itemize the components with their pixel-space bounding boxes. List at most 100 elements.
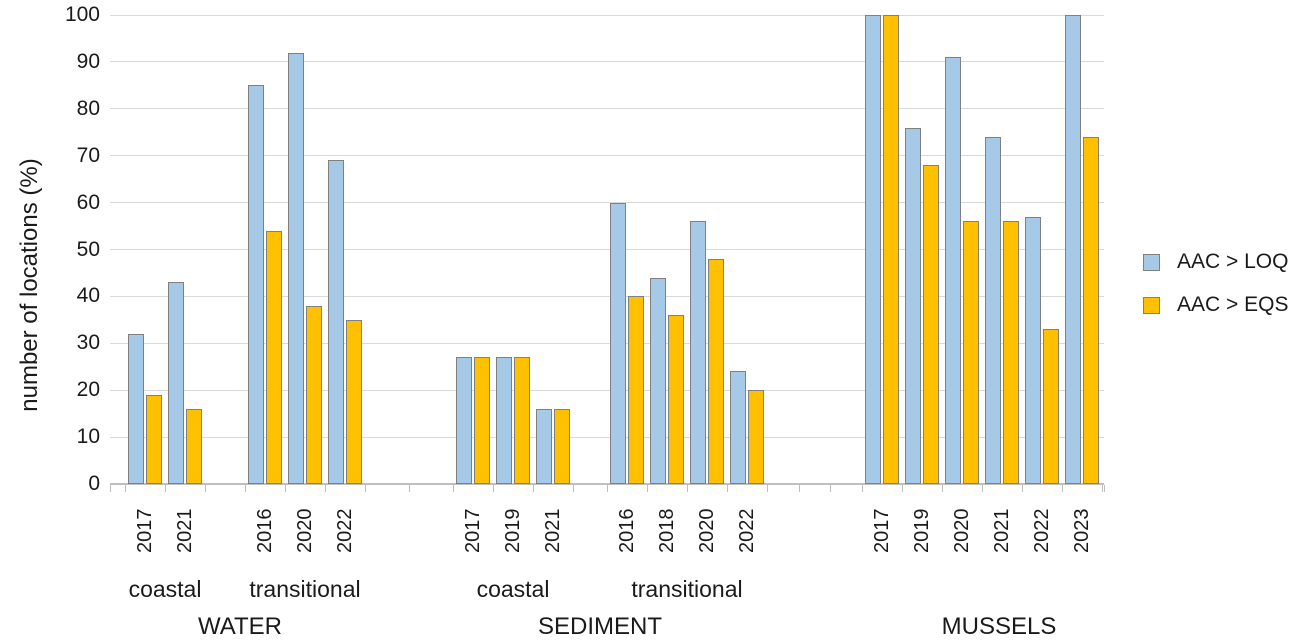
bar-sediment-transitional-2020-aac-eqs — [708, 258, 724, 484]
bar-mussels-2019-aac-loq — [905, 127, 921, 484]
bar-sediment-transitional-2016-aac-eqs — [628, 296, 644, 484]
x-axis-tick — [1062, 485, 1063, 492]
bar-water-transitional-2022-aac-loq — [328, 160, 344, 484]
bar-mussels-2021-aac-loq — [985, 136, 1001, 484]
x-axis-year-label: 2016 — [616, 508, 638, 554]
x-axis-tick — [862, 485, 863, 492]
bar-water-coastal-2017-aac-eqs — [146, 394, 162, 484]
bar-water-transitional-2016-aac-loq — [248, 85, 264, 484]
x-axis-year-label: 2021 — [542, 508, 564, 554]
bar-water-transitional-2022-aac-eqs — [346, 319, 362, 484]
x-axis-year-label: 2021 — [991, 508, 1013, 554]
x-axis-tick — [767, 485, 768, 492]
gridline — [110, 389, 1104, 391]
x-axis-year-label: 2018 — [656, 508, 678, 554]
x-axis-tick — [647, 485, 648, 492]
y-axis-tick-label: 0 — [88, 472, 100, 495]
bar-water-coastal-2021-aac-eqs — [186, 408, 202, 484]
bar-sediment-coastal-2021-aac-loq — [536, 408, 552, 484]
x-axis-year-label: 2022 — [1031, 508, 1053, 554]
x-axis-tick — [125, 485, 126, 492]
x-axis-tick — [982, 485, 983, 492]
subgroup-label-transitional: transitional — [249, 576, 361, 602]
bar-sediment-coastal-2017-aac-eqs — [474, 357, 490, 484]
legend-item-aac-loq: AAC > LOQ — [1143, 250, 1288, 274]
gridline — [110, 436, 1104, 438]
x-axis-tick — [830, 485, 831, 492]
x-axis-tick — [942, 485, 943, 492]
bar-mussels-2017-aac-loq — [865, 15, 881, 484]
section-label-mussels: MUSSELS — [941, 613, 1057, 640]
x-axis-year-label: 2017 — [134, 508, 156, 554]
bar-mussels-2021-aac-eqs — [1003, 221, 1019, 484]
bar-water-coastal-2017-aac-loq — [128, 333, 144, 484]
subgroup-label-coastal: coastal — [476, 576, 550, 602]
x-axis-tick — [1022, 485, 1023, 492]
x-axis-tick — [493, 485, 494, 492]
x-axis-year-label: 2023 — [1071, 508, 1093, 554]
y-axis-tick-label: 80 — [76, 96, 100, 120]
x-axis-tick — [165, 485, 166, 492]
x-axis-year-label: 2021 — [174, 508, 196, 554]
x-axis-year-label: 2020 — [951, 508, 973, 554]
legend-swatch-loq-icon — [1143, 253, 1160, 271]
x-axis-year-label: 2017 — [462, 508, 484, 554]
gridline — [110, 295, 1104, 297]
bar-sediment-transitional-2018-aac-loq — [650, 277, 666, 484]
x-axis-tick — [1104, 485, 1105, 492]
subgroup-label-coastal: coastal — [128, 576, 202, 602]
x-axis-year-label: 2016 — [254, 508, 276, 554]
x-axis-tick — [325, 485, 326, 492]
x-axis-tick — [687, 485, 688, 492]
x-axis-tick — [205, 485, 206, 492]
y-axis-tick-label: 90 — [76, 49, 100, 73]
y-axis-tick-label: 40 — [76, 284, 100, 308]
gridline — [110, 155, 1104, 157]
bar-sediment-transitional-2018-aac-eqs — [668, 315, 684, 484]
x-axis-tick — [285, 485, 286, 492]
bar-sediment-transitional-2022-aac-eqs — [748, 390, 764, 484]
bar-sediment-coastal-2017-aac-loq — [456, 357, 472, 484]
x-axis-tick — [533, 485, 534, 492]
bar-water-transitional-2020-aac-loq — [288, 52, 304, 484]
x-axis-tick — [245, 485, 246, 492]
x-axis-tick — [110, 485, 111, 492]
section-label-sediment: SEDIMENT — [537, 613, 662, 640]
bar-sediment-coastal-2019-aac-loq — [496, 357, 512, 484]
bar-water-transitional-2020-aac-eqs — [306, 305, 322, 484]
x-axis-tick — [799, 485, 800, 492]
bar-sediment-transitional-2020-aac-loq — [690, 221, 706, 484]
y-axis-tick-label: 70 — [76, 143, 100, 167]
y-axis-tick-label: 60 — [76, 190, 100, 214]
gridline — [110, 61, 1104, 63]
bar-mussels-2022-aac-eqs — [1043, 329, 1059, 484]
legend-item-aac-eqs: AAC > EQS — [1143, 293, 1288, 317]
bar-mussels-2022-aac-loq — [1025, 216, 1041, 484]
subgroup-label-transitional: transitional — [631, 576, 743, 602]
gridline — [110, 14, 1104, 16]
legend-label-eqs: AAC > EQS — [1177, 293, 1289, 316]
x-axis-tick — [607, 485, 608, 492]
x-axis-year-label: 2022 — [334, 508, 356, 554]
bar-sediment-coastal-2019-aac-eqs — [514, 357, 530, 484]
bar-sediment-coastal-2021-aac-eqs — [554, 408, 570, 484]
legend-label-loq: AAC > LOQ — [1177, 250, 1289, 273]
x-axis-year-label: 2019 — [911, 508, 933, 554]
gridline — [110, 202, 1104, 204]
bar-sediment-transitional-2022-aac-loq — [730, 371, 746, 484]
bar-mussels-2017-aac-eqs — [883, 15, 899, 484]
bar-water-transitional-2016-aac-eqs — [266, 230, 282, 484]
bar-mussels-2019-aac-eqs — [923, 165, 939, 484]
bar-mussels-2020-aac-eqs — [963, 221, 979, 484]
bar-sediment-transitional-2016-aac-loq — [610, 202, 626, 484]
gridline — [110, 108, 1104, 110]
x-axis-tick — [727, 485, 728, 492]
x-axis-line — [110, 483, 1104, 485]
section-label-water: WATER — [198, 613, 282, 640]
y-axis-tick-label: 100 — [64, 3, 100, 26]
bar-water-coastal-2021-aac-loq — [168, 282, 184, 484]
x-axis-tick — [453, 485, 454, 492]
bar-mussels-2023-aac-loq — [1065, 15, 1081, 484]
